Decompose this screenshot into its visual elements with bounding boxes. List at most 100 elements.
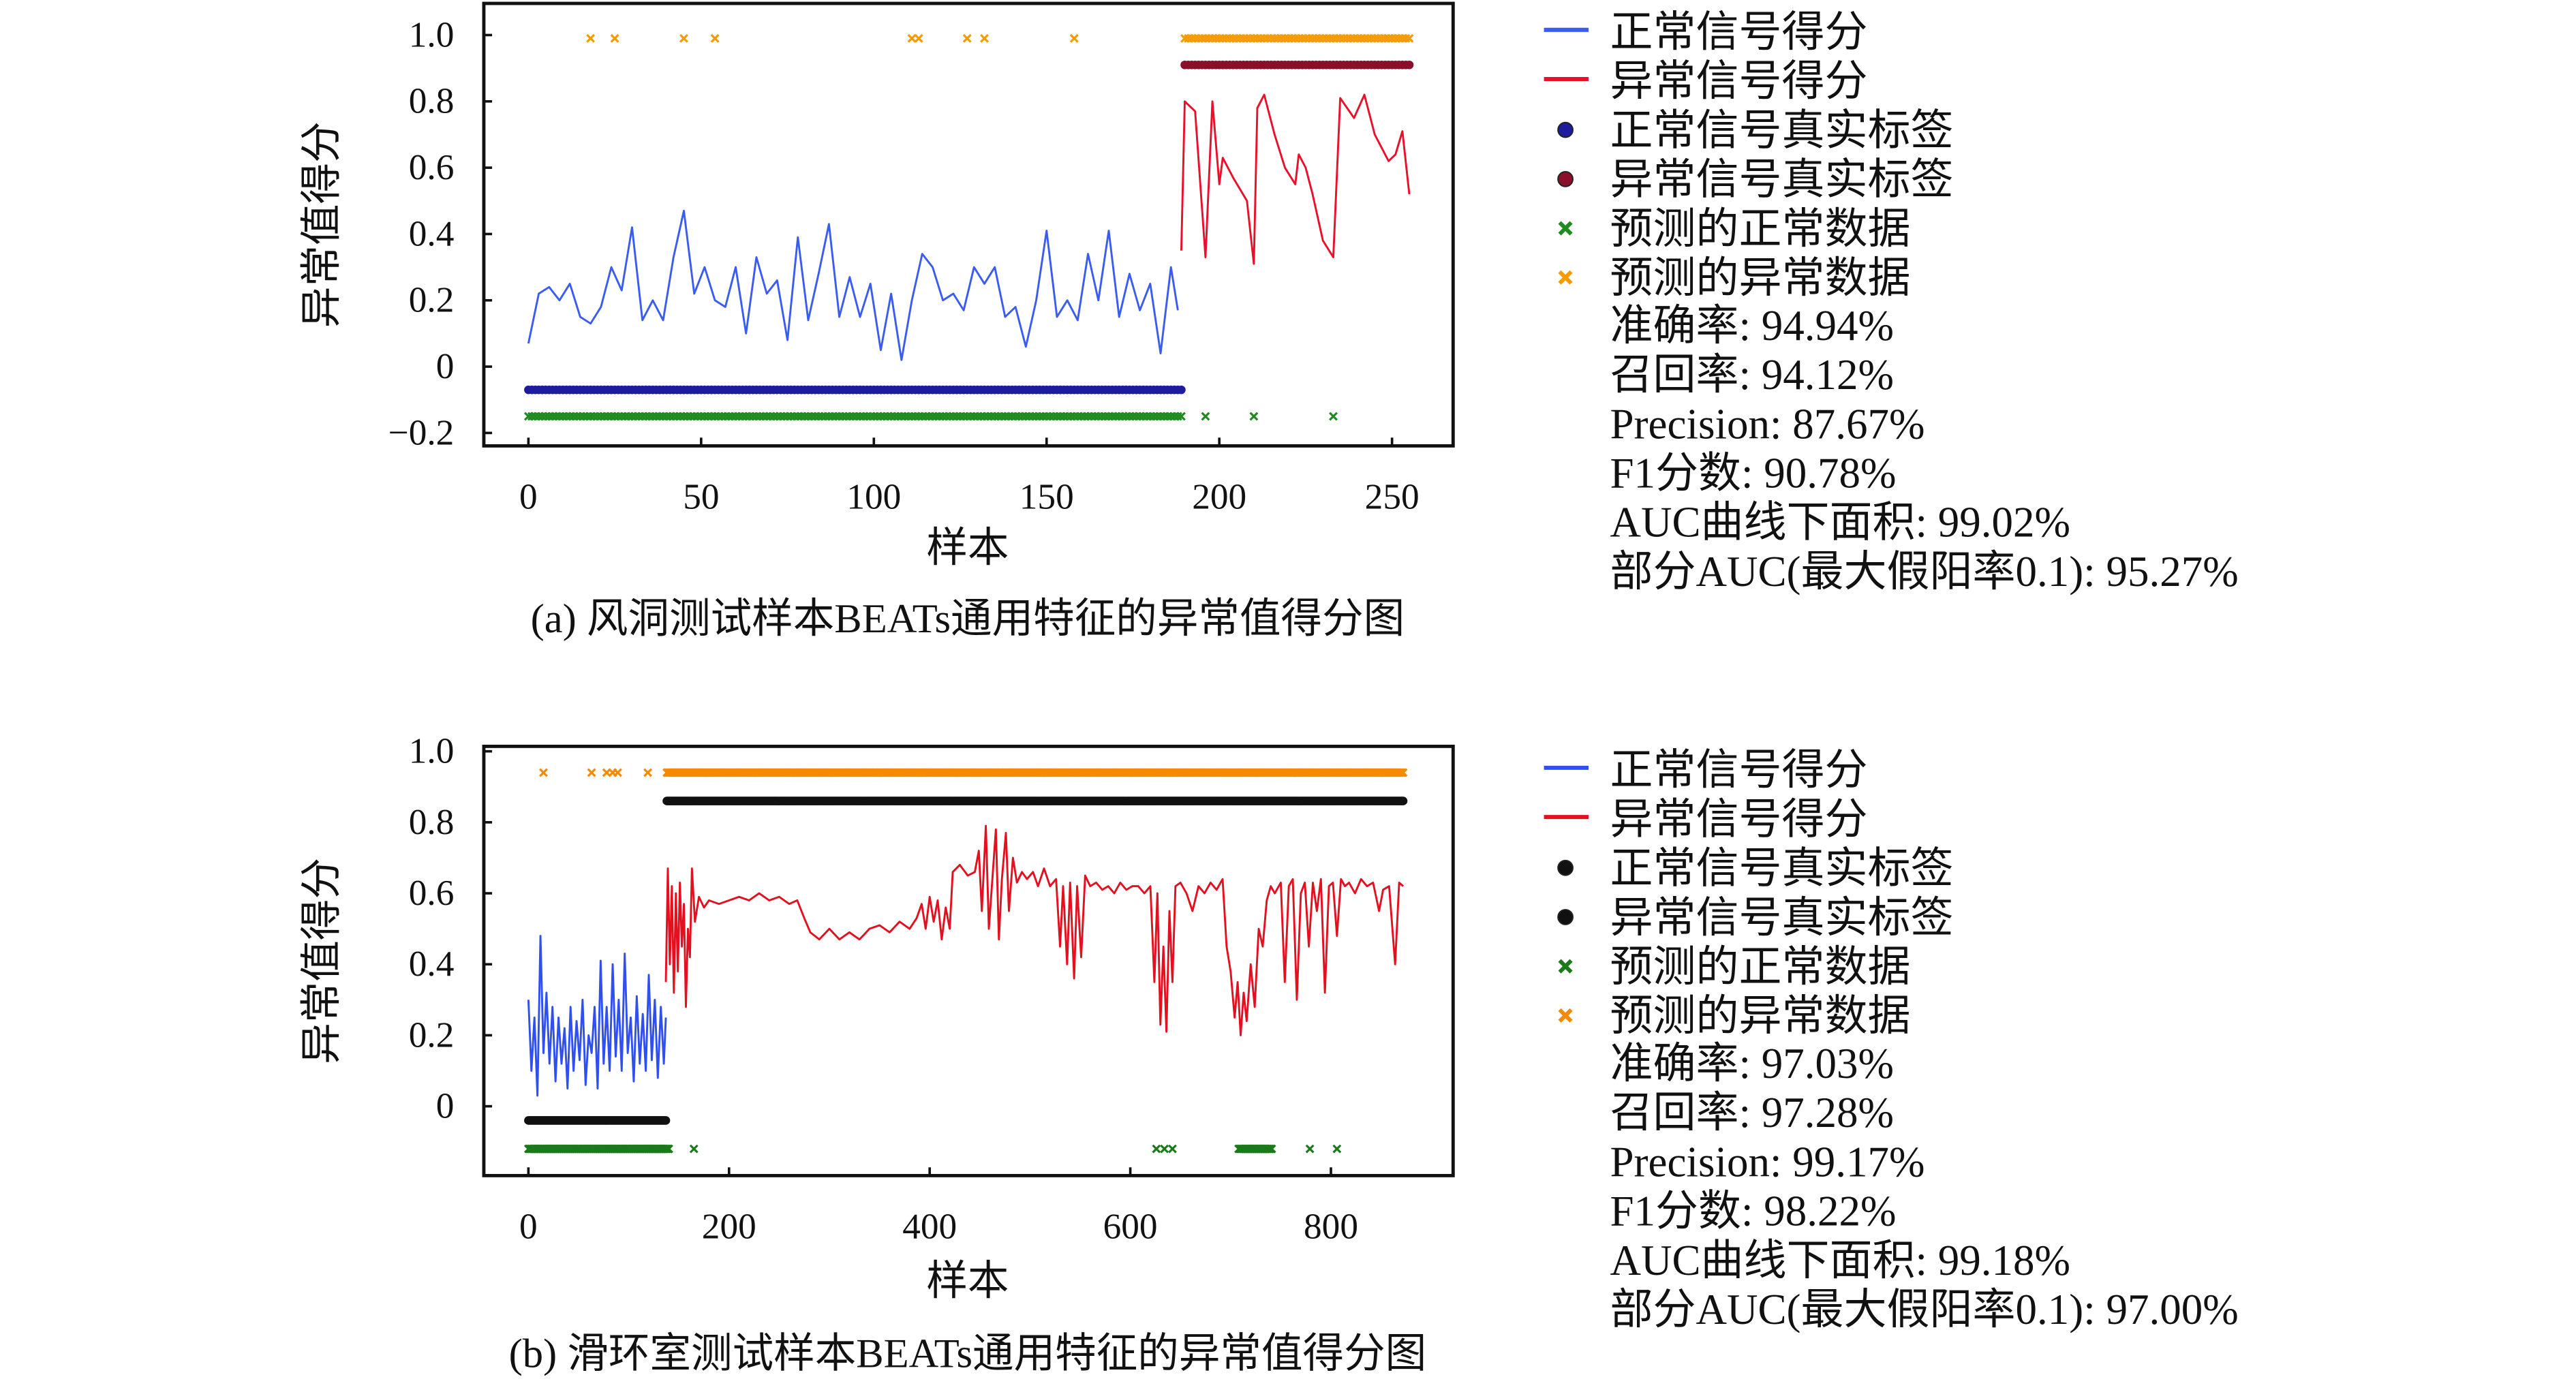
x-tick-label: 0 bbox=[519, 476, 538, 516]
predicted-anomaly-point bbox=[914, 33, 923, 43]
x-tick-label: 250 bbox=[1365, 476, 1420, 516]
legend-item-pred-anomaly: 预测的异常数据 bbox=[1558, 992, 1911, 1040]
predicted-anomaly-point bbox=[613, 768, 622, 777]
y-tick-label: 0.8 bbox=[409, 81, 455, 121]
predicted-anomaly-point bbox=[907, 33, 917, 43]
x-tick-label: 0 bbox=[519, 1206, 538, 1246]
metric-text: 准确率: 94.94% bbox=[1610, 302, 1894, 350]
normal-true-label-point bbox=[1177, 385, 1186, 395]
legend-cross-swatch bbox=[1558, 959, 1573, 974]
legend-cross-swatch bbox=[1558, 270, 1573, 285]
normal-score-line bbox=[527, 935, 667, 1097]
figure-caption: (b) 滑环室测试样本BEATs通用特征的异常值得分图 bbox=[509, 1331, 1427, 1376]
predicted-anomaly-point bbox=[539, 768, 548, 777]
predicted-anomaly-point bbox=[710, 33, 720, 43]
legend-dot-swatch bbox=[1557, 859, 1574, 876]
y-axis-label: 异常值得分 bbox=[299, 858, 345, 1064]
x-tick-label: 600 bbox=[1103, 1206, 1158, 1246]
predicted-anomaly-point bbox=[679, 33, 688, 43]
predicted-normal-point bbox=[1305, 1144, 1315, 1154]
legend-dot-swatch bbox=[1557, 170, 1574, 187]
metric-text: 准确率: 97.03% bbox=[1610, 1040, 1894, 1087]
predicted-anomaly-point bbox=[643, 768, 652, 777]
predicted-normal-point bbox=[1267, 1144, 1276, 1154]
predicted-anomaly-point bbox=[962, 33, 972, 43]
legend-item-anomaly-label: 异常信号真实标签 bbox=[1557, 894, 1954, 942]
metric-text: Precision: 87.67% bbox=[1610, 400, 1925, 448]
metric-text: F1分数: 90.78% bbox=[1610, 449, 1897, 497]
legend-label: 异常信号得分 bbox=[1610, 57, 1868, 105]
predicted-normal-point bbox=[1249, 412, 1259, 421]
legend-item-normal-label: 正常信号真实标签 bbox=[1557, 106, 1954, 154]
anomaly-true-label-point bbox=[1405, 60, 1414, 69]
legend-item-normal-score: 正常信号得分 bbox=[1544, 746, 1868, 794]
x-tick-label: 100 bbox=[846, 476, 901, 516]
predicted-anomaly-point bbox=[1398, 768, 1408, 777]
x-tick-label: 50 bbox=[683, 476, 719, 516]
legend-item-normal-score: 正常信号得分 bbox=[1544, 8, 1868, 56]
metric-text: 部分AUC(最大假阳率0.1): 97.00% bbox=[1610, 1286, 2239, 1333]
predicted-normal-point bbox=[1176, 412, 1186, 421]
normal-true-label-point bbox=[661, 1116, 671, 1125]
anomaly-true-label-point bbox=[1398, 796, 1408, 805]
legend-label: 预测的异常数据 bbox=[1610, 254, 1911, 302]
legend-label: 预测的正常数据 bbox=[1610, 205, 1911, 253]
legend-label: 预测的正常数据 bbox=[1610, 943, 1911, 991]
legend-dot-swatch bbox=[1557, 909, 1574, 925]
legend-item-anomaly-score: 异常信号得分 bbox=[1544, 795, 1868, 843]
legend-item-pred-normal: 预测的正常数据 bbox=[1558, 943, 1911, 991]
predicted-anomaly-point bbox=[587, 768, 596, 777]
legend-label: 预测的异常数据 bbox=[1610, 992, 1911, 1040]
legend-label: 异常信号真实标签 bbox=[1610, 894, 1954, 942]
legend-item-pred-anomaly: 预测的异常数据 bbox=[1558, 254, 1911, 302]
plot-frame bbox=[482, 744, 1455, 1177]
x-tick-label: 800 bbox=[1304, 1206, 1358, 1246]
predicted-normal-point bbox=[1152, 1144, 1161, 1154]
figure-caption: (a) 风洞测试样本BEATs通用特征的异常值得分图 bbox=[531, 596, 1405, 642]
y-tick-label: 0.2 bbox=[409, 280, 455, 320]
legend-label: 正常信号真实标签 bbox=[1610, 845, 1954, 893]
x-tick-label: 150 bbox=[1019, 476, 1074, 516]
y-tick-label: 0.6 bbox=[409, 873, 455, 913]
y-tick-label: 0.6 bbox=[409, 147, 455, 187]
legend-item-anomaly-score: 异常信号得分 bbox=[1544, 57, 1868, 105]
predicted-normal-point bbox=[1167, 1144, 1177, 1154]
predicted-anomaly-point bbox=[610, 33, 619, 43]
metric-text: AUC曲线下面积: 99.02% bbox=[1610, 499, 2071, 546]
legend-dot-swatch bbox=[1557, 121, 1574, 138]
y-tick-label: −0.2 bbox=[388, 412, 455, 452]
y-tick-label: 0 bbox=[436, 346, 455, 386]
y-tick-label: 1.0 bbox=[409, 731, 455, 771]
anomaly-score-line bbox=[664, 824, 1404, 1036]
metric-text: AUC曲线下面积: 99.18% bbox=[1610, 1237, 2071, 1284]
legend-item-pred-normal: 预测的正常数据 bbox=[1558, 205, 1911, 253]
legend-label: 异常信号得分 bbox=[1610, 795, 1868, 843]
legend-label: 异常信号真实标签 bbox=[1610, 156, 1954, 204]
x-axis-label: 样本 bbox=[926, 1258, 1009, 1304]
x-tick-label: 400 bbox=[902, 1206, 957, 1246]
predicted-normal-point bbox=[664, 1144, 673, 1154]
normal-score-line bbox=[527, 209, 1179, 361]
y-tick-label: 0.4 bbox=[409, 944, 455, 984]
predicted-normal-point bbox=[1201, 412, 1210, 421]
y-tick-label: 1.0 bbox=[409, 14, 455, 55]
metric-text: Precision: 99.17% bbox=[1610, 1138, 1925, 1186]
legend-label: 正常信号得分 bbox=[1610, 8, 1868, 56]
y-tick-label: 0.8 bbox=[409, 802, 455, 842]
predicted-normal-point bbox=[1329, 412, 1338, 421]
x-tick-label: 200 bbox=[702, 1206, 756, 1246]
y-tick-label: 0 bbox=[436, 1086, 455, 1126]
legend-item-normal-label: 正常信号真实标签 bbox=[1557, 845, 1954, 893]
x-tick-label: 200 bbox=[1192, 476, 1246, 516]
y-axis-label: 异常值得分 bbox=[299, 121, 345, 328]
panel-a: 1.0 0.8 0.6 0.4 0.2 0 −0.2 0 50 100 150 200 250 异常值得分… bbox=[299, 1, 2239, 642]
predicted-normal-point bbox=[1332, 1144, 1342, 1154]
plot-frame bbox=[482, 1, 1455, 448]
x-axis-label: 样本 bbox=[926, 525, 1009, 571]
legend-label: 正常信号得分 bbox=[1610, 746, 1868, 794]
legend-label: 正常信号真实标签 bbox=[1610, 106, 1954, 154]
predicted-normal-point bbox=[1160, 1144, 1169, 1154]
y-tick-label: 0.2 bbox=[409, 1015, 455, 1055]
